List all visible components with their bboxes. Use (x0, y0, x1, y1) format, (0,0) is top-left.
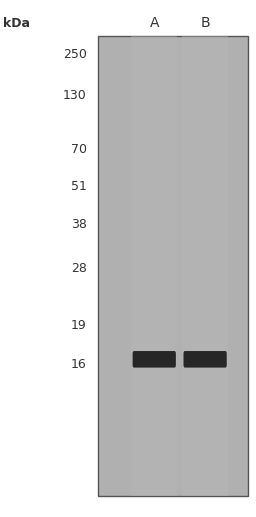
Bar (182, 36, 228, 496)
Text: 38: 38 (71, 218, 87, 232)
Text: 19: 19 (71, 319, 87, 332)
Text: 28: 28 (71, 262, 87, 276)
Bar (131, 36, 177, 496)
Text: 250: 250 (63, 48, 87, 61)
Text: 130: 130 (63, 89, 87, 102)
Text: A: A (150, 16, 159, 31)
Bar (98, 36, 248, 496)
FancyBboxPatch shape (133, 351, 176, 368)
Text: 70: 70 (71, 143, 87, 157)
Text: 51: 51 (71, 179, 87, 193)
Text: kDa: kDa (3, 17, 30, 30)
Text: B: B (200, 16, 210, 31)
Text: 16: 16 (71, 358, 87, 371)
FancyBboxPatch shape (184, 351, 227, 368)
